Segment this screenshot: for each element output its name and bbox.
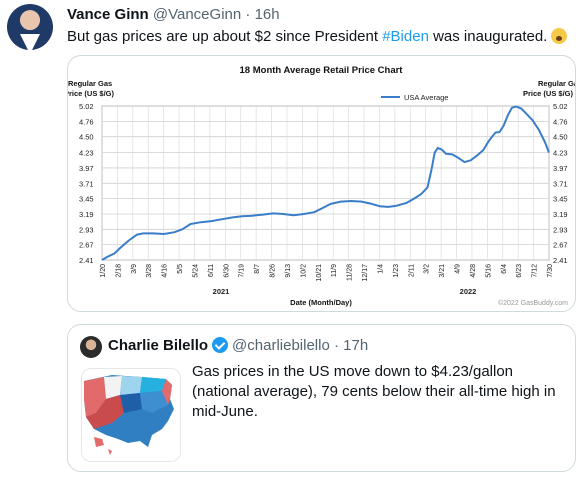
y-tick-label-left: 4.23 <box>79 149 94 158</box>
tweet-header: Vance Ginn @VanceGinn · 16h <box>67 6 280 23</box>
tweet-text-before: But gas prices are up about $2 since Pre… <box>67 28 383 45</box>
x-tick-label: 1/20 <box>100 264 107 278</box>
author-avatar[interactable] <box>7 4 53 50</box>
tweet-text-after: was inaugurated. <box>428 28 548 45</box>
y-tick-label-right: 3.45 <box>553 195 568 204</box>
y-axis-title-left-line1: Regular Gas <box>68 79 112 88</box>
hashtag-link[interactable]: #Biden <box>382 28 429 45</box>
x-tick-label: 4/9 <box>455 264 462 274</box>
x-tick-label: 4/28 <box>470 264 477 278</box>
x-tick-label: 12/17 <box>362 264 369 282</box>
x-axis-title: Date (Month/Day) <box>290 298 352 307</box>
x-tick-label: 5/5 <box>177 264 184 274</box>
y-tick-label-right: 2.93 <box>553 225 568 234</box>
x-tick-label: 6/11 <box>208 264 215 277</box>
quote-author-avatar <box>80 336 102 358</box>
y-tick-label-right: 2.67 <box>553 241 568 250</box>
quote-header: Charlie Bilello @charliebilello · 17h <box>108 337 368 354</box>
series-line-usa-average <box>101 105 550 261</box>
x-tick-label: 10/2 <box>300 264 307 278</box>
y-tick-label-left: 2.67 <box>79 241 94 250</box>
y-tick-label-right: 2.41 <box>553 256 568 265</box>
x-tick-label: 2/11 <box>408 264 415 277</box>
x-tick-label: 3/2 <box>424 264 431 274</box>
x-tick-label: 11/9 <box>331 264 338 277</box>
y-tick-label-right: 4.76 <box>553 117 568 126</box>
gas-price-chart: 2.41 2.41 2.67 2.67 2.93 2.93 3.19 3.19 3.45 3.45… <box>68 65 575 307</box>
y-tick-label-left: 5.02 <box>79 102 94 111</box>
quote-separator: · <box>333 337 339 354</box>
y-tick-label-right: 5.02 <box>553 102 568 111</box>
x-tick-label: 8/7 <box>254 264 261 274</box>
x-tick-label: 9/13 <box>285 264 292 278</box>
us-map-thumbnail <box>81 368 181 462</box>
y-tick-label-right: 4.50 <box>553 133 568 142</box>
y-axis-title-left-line2: Price (US $/G) <box>68 89 115 98</box>
author-handle[interactable]: @VanceGinn <box>152 6 242 23</box>
x-tick-label: 4/16 <box>162 264 169 278</box>
author-name[interactable]: Vance Ginn <box>67 6 149 23</box>
x-tick-label: 6/4 <box>501 264 508 274</box>
quote-author-handle: @charliebilello <box>232 337 330 354</box>
quote-time: 17h <box>343 337 369 354</box>
verified-badge-icon <box>212 337 229 353</box>
x-tick-label: 5/16 <box>485 264 492 278</box>
y-tick-label-left: 3.71 <box>79 179 94 188</box>
x-tick-label: 5/24 <box>192 264 199 278</box>
y-tick-label-right: 3.97 <box>553 164 568 173</box>
y-tick-label-left: 3.97 <box>79 164 94 173</box>
astonished-face-emoji-icon <box>551 28 568 44</box>
year-label-2022: 2022 <box>460 287 477 296</box>
x-tick-label: 3/28 <box>146 264 153 278</box>
us-map-icon <box>82 369 180 461</box>
y-axis-title-right-line2: Price (US $/G) <box>523 89 574 98</box>
y-axis-title-right-line1: Regular Gas <box>538 79 575 88</box>
quote-author-name: Charlie Bilello <box>108 337 209 354</box>
y-tick-label-left: 3.19 <box>79 210 94 219</box>
x-tick-label: 6/23 <box>516 264 523 278</box>
y-tick-label-right: 3.19 <box>553 210 568 219</box>
y-tick-label-left: 4.76 <box>79 117 94 126</box>
x-tick-label: 6/30 <box>223 264 230 278</box>
y-tick-label-left: 2.41 <box>79 256 94 265</box>
year-label-2021: 2021 <box>213 287 230 296</box>
x-tick-label: 7/30 <box>547 264 554 278</box>
chart-credit: ©2022 GasBuddy.com <box>498 299 568 307</box>
tweet-text: But gas prices are up about $2 since Pre… <box>67 28 568 45</box>
x-tick-label: 10/21 <box>316 264 323 282</box>
header-separator: · <box>245 6 251 23</box>
x-tick-label: 3/21 <box>439 264 446 278</box>
x-tick-label: 8/26 <box>270 264 277 278</box>
chart-image[interactable]: 2.41 2.41 2.67 2.67 2.93 2.93 3.19 3.19 3.45 3.45… <box>67 55 576 312</box>
legend-label: USA Average <box>404 93 448 102</box>
y-tick-label-left: 3.45 <box>79 195 94 204</box>
quoted-tweet[interactable]: Charlie Bilello @charliebilello · 17h Gas… <box>67 324 576 472</box>
y-tick-label-left: 4.50 <box>79 133 94 142</box>
x-tick-label: 7/12 <box>532 264 539 278</box>
chart-title: 18 Month Average Retail Price Chart <box>240 65 404 76</box>
y-tick-label-right: 3.71 <box>553 179 568 188</box>
tweet-time[interactable]: 16h <box>254 6 280 23</box>
quote-text: Gas prices in the US move down to $4.23/… <box>192 363 556 420</box>
y-tick-label-left: 2.93 <box>79 225 94 234</box>
x-tick-label: 2/18 <box>115 264 122 278</box>
x-tick-label: 11/28 <box>347 264 354 281</box>
x-tick-label: 7/19 <box>239 264 246 278</box>
x-tick-label: 3/9 <box>131 264 138 274</box>
x-tick-label: 1/23 <box>393 264 400 278</box>
y-tick-label-right: 4.23 <box>553 149 568 158</box>
x-tick-label: 1/4 <box>377 264 384 274</box>
